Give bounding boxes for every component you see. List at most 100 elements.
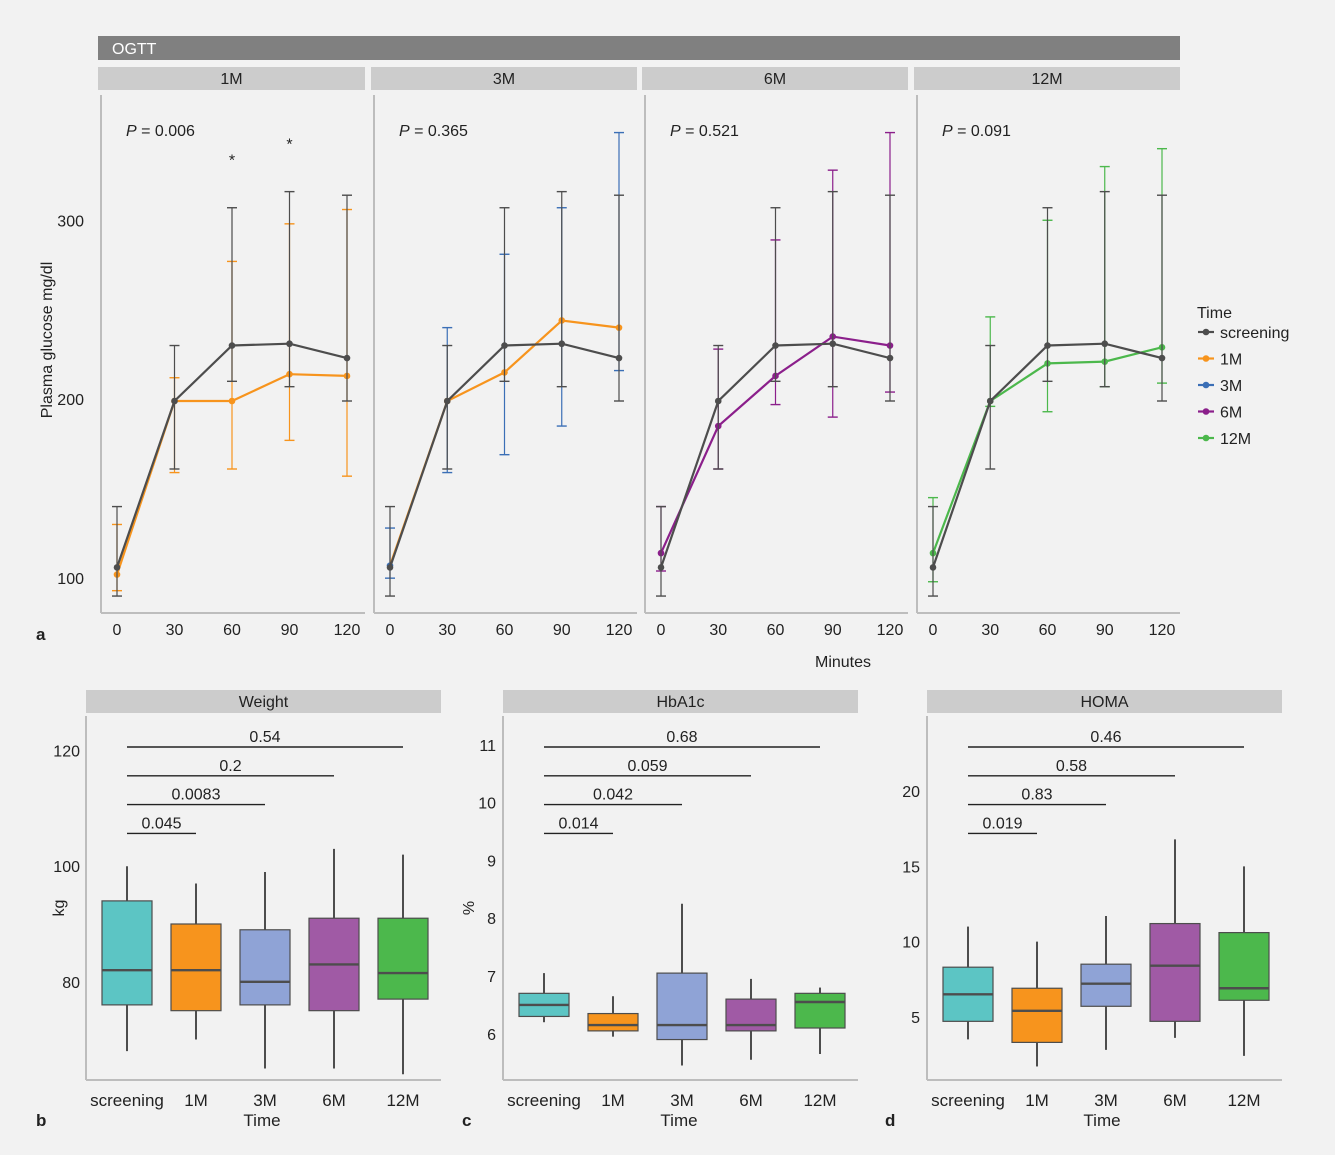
series-screening [928, 190, 1167, 597]
box-1M [587, 996, 639, 1037]
facet-strip [86, 690, 441, 713]
box-body [656, 972, 708, 1041]
box-panel-weight: Weight 80 100 120 screening 1M 3M 6M 12M 0.045 0.0… [53, 690, 441, 1110]
comparison-p-value: 0.059 [627, 758, 667, 775]
legend-title: Time [1197, 305, 1232, 322]
data-point [501, 342, 508, 349]
y-tick-label: 120 [53, 744, 80, 761]
data-point [829, 340, 837, 348]
x-tick-label: 60 [496, 622, 514, 639]
box-body [587, 1012, 639, 1032]
p-value-symbol: P [126, 123, 137, 140]
box-body [239, 929, 291, 1006]
y-tick-label: 10 [478, 796, 496, 813]
y-tick-label: 100 [53, 859, 80, 876]
legend-item-label: screening [1220, 325, 1289, 342]
p-value-symbol: P [670, 123, 681, 140]
legend-item-label: 1M [1220, 352, 1242, 369]
y-tick-label: 9 [487, 853, 496, 870]
p-value-number: = 0.365 [410, 123, 468, 140]
panel-title: Weight [239, 694, 289, 711]
x-tick-label: 90 [553, 622, 571, 639]
x-tick-label: 0 [113, 622, 122, 639]
p-value-number: = 0.006 [137, 123, 195, 140]
comparison-p-value: 0.68 [666, 729, 697, 746]
data-point [228, 397, 236, 405]
data-point [386, 564, 394, 571]
y-tick-label: 10 [902, 935, 920, 952]
x-tick-label: 6M [322, 1091, 346, 1110]
facet-strip [927, 690, 1282, 713]
x-tick-label: 12M [1227, 1091, 1260, 1110]
facet-label: 1M [220, 71, 242, 88]
p-value-label: P = 0.006 [126, 123, 195, 140]
box-3M [1080, 916, 1132, 1050]
x-tick-label: 30 [981, 622, 999, 639]
data-point [886, 354, 894, 362]
y-tick-label: 20 [902, 784, 920, 801]
panel-title: HOMA [1081, 694, 1129, 711]
box-body [377, 917, 429, 1000]
x-tick-label: 90 [1096, 622, 1114, 639]
data-point [1101, 340, 1109, 348]
x-tick-label: 60 [767, 622, 785, 639]
x-tick-label: 12M [386, 1091, 419, 1110]
box-screening [942, 926, 994, 1040]
box-body [1218, 931, 1270, 1001]
ogtt-facet-3M: 3M 0 30 60 90 120 P = 0.365 [371, 67, 637, 639]
x-tick-label: 3M [1094, 1091, 1118, 1110]
x-tick-label: 0 [929, 622, 938, 639]
x-tick-label: 120 [334, 622, 361, 639]
y-tick-label: 6 [487, 1027, 496, 1044]
ogtt-header-title: OGTT [112, 41, 157, 58]
x-tick-label: 60 [1039, 622, 1057, 639]
facet-strip [371, 67, 637, 90]
x-tick-label: 90 [281, 622, 299, 639]
series-screening [385, 190, 624, 597]
y-tick-label: 80 [62, 975, 80, 992]
panel-a-letter: a [36, 625, 46, 644]
x-tick-label: 3M [670, 1091, 694, 1110]
comparison-p-value: 0.019 [982, 815, 1022, 832]
y-tick-label: 100 [57, 571, 84, 588]
data-point [443, 397, 451, 405]
x-tick-label: 60 [223, 622, 241, 639]
comparison-p-value: 0.54 [249, 729, 280, 746]
data-point [1158, 354, 1166, 362]
data-point [657, 564, 665, 571]
comparison-p-value: 0.014 [558, 815, 598, 832]
box-plot-panels: Weight 80 100 120 screening 1M 3M 6M 12M 0.045 0.0… [53, 690, 1282, 1110]
p-value-number: = 0.521 [681, 123, 739, 140]
legend-key-point [1202, 408, 1210, 415]
facet-label: 6M [764, 71, 786, 88]
x-tick-label: 90 [824, 622, 842, 639]
data-point [171, 397, 178, 405]
box-body [170, 923, 222, 1012]
box-12M [1218, 866, 1270, 1056]
y-tick-label: 11 [479, 738, 496, 755]
data-point [986, 397, 994, 405]
ogtt-facet-6M: 6M 0 30 60 90 120 P = 0.521 [642, 67, 908, 639]
significance-star: * [229, 153, 235, 170]
y-tick-label: 7 [487, 969, 496, 986]
facet-strip [98, 67, 365, 90]
data-point [343, 354, 351, 362]
comparison-p-value: 0.2 [219, 758, 241, 775]
box-body [1080, 963, 1132, 1007]
box-body [1011, 987, 1063, 1043]
ogtt-header-strip [98, 36, 1180, 60]
x-tick-label: 0 [657, 622, 666, 639]
y-tick-label: 200 [57, 392, 84, 409]
box-6M [308, 848, 360, 1069]
legend-item-label: 3M [1220, 378, 1242, 395]
series-screening [656, 190, 895, 597]
panel-title: HbA1c [656, 694, 704, 711]
facet-strip [642, 67, 908, 90]
legend-key-point [1202, 355, 1210, 362]
ogtt-facet-12M: 12M 0 30 60 90 120 P = 0.091 [914, 67, 1180, 639]
facet-strip [914, 67, 1180, 90]
x-tick-label: 0 [386, 622, 395, 639]
